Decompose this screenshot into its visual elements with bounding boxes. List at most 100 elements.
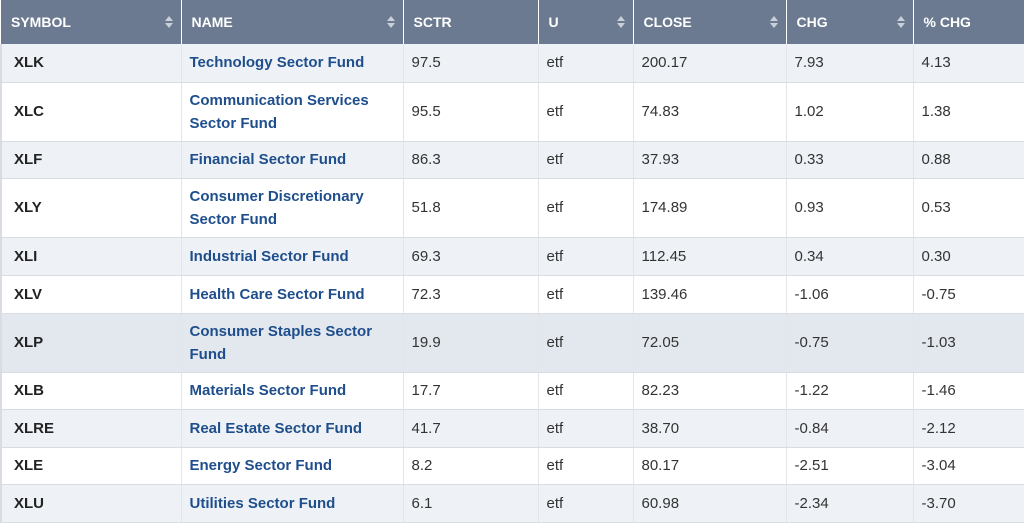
sort-icon[interactable]	[164, 16, 173, 28]
sctr-cell: 17.7	[403, 372, 539, 410]
u-cell: etf	[538, 275, 634, 314]
u-cell: etf	[538, 484, 634, 523]
close-cell: 112.45	[633, 237, 787, 276]
sort-icon[interactable]	[896, 16, 905, 28]
close-cell: 38.70	[633, 409, 787, 448]
u-cell: etf	[538, 178, 634, 238]
pct-chg-cell: 1.38	[913, 82, 1024, 142]
column-header-label: CHG	[796, 14, 828, 30]
close-cell: 82.23	[633, 372, 787, 410]
pct-chg-cell: -3.70	[913, 484, 1024, 523]
table-body: XLK Technology Sector Fund 97.5 etf 200.…	[0, 44, 1024, 523]
symbol-cell: XLRE	[0, 409, 182, 448]
table-row: XLK Technology Sector Fund 97.5 etf 200.…	[0, 44, 1024, 83]
column-header-pct-chg[interactable]: % CHG	[913, 0, 1024, 44]
chg-cell: 0.33	[786, 141, 914, 179]
sctr-cell: 6.1	[403, 484, 539, 523]
symbol-cell: XLC	[0, 82, 182, 142]
column-header-chg[interactable]: CHG	[786, 0, 914, 44]
close-cell: 72.05	[633, 313, 787, 373]
pct-chg-cell: -1.03	[913, 313, 1024, 373]
pct-chg-cell: -0.75	[913, 275, 1024, 314]
symbol-cell: XLE	[0, 447, 182, 485]
symbol-cell: XLF	[0, 141, 182, 179]
column-header-label: CLOSE	[643, 14, 692, 30]
close-cell: 74.83	[633, 82, 787, 142]
sort-icon[interactable]	[386, 16, 395, 28]
fund-name-link[interactable]: Energy Sector Fund	[181, 447, 404, 485]
table-row: XLE Energy Sector Fund 8.2 etf 80.17 -2.…	[0, 447, 1024, 485]
u-cell: etf	[538, 409, 634, 448]
chg-cell: -0.84	[786, 409, 914, 448]
u-cell: etf	[538, 44, 634, 83]
chg-cell: -0.75	[786, 313, 914, 373]
symbol-cell: XLY	[0, 178, 182, 238]
pct-chg-cell: 4.13	[913, 44, 1024, 83]
close-cell: 174.89	[633, 178, 787, 238]
column-header-label: NAME	[191, 14, 233, 30]
symbol-cell: XLK	[0, 44, 182, 83]
column-header-label: U	[548, 14, 559, 30]
sctr-cell: 8.2	[403, 447, 539, 485]
sctr-cell: 72.3	[403, 275, 539, 314]
chg-cell: 0.34	[786, 237, 914, 276]
column-header-close[interactable]: CLOSE	[633, 0, 787, 44]
sctr-cell: 19.9	[403, 313, 539, 373]
table-row: XLRE Real Estate Sector Fund 41.7 etf 38…	[0, 409, 1024, 448]
fund-name-link[interactable]: Materials Sector Fund	[181, 372, 404, 410]
table-row: XLU Utilities Sector Fund 6.1 etf 60.98 …	[0, 484, 1024, 523]
column-header-label: SYMBOL	[11, 14, 71, 30]
u-cell: etf	[538, 313, 634, 373]
fund-name-link[interactable]: Health Care Sector Fund	[181, 275, 404, 314]
fund-name-link[interactable]: Communication Services Sector Fund	[181, 82, 404, 142]
symbol-cell: XLB	[0, 372, 182, 410]
symbol-cell: XLU	[0, 484, 182, 523]
close-cell: 37.93	[633, 141, 787, 179]
symbol-cell: XLI	[0, 237, 182, 276]
fund-name-link[interactable]: Technology Sector Fund	[181, 44, 404, 83]
sctr-cell: 51.8	[403, 178, 539, 238]
column-header-label: SCTR	[413, 14, 452, 30]
pct-chg-cell: -3.04	[913, 447, 1024, 485]
fund-name-link[interactable]: Utilities Sector Fund	[181, 484, 404, 523]
sctr-cell: 95.5	[403, 82, 539, 142]
sctr-cell: 97.5	[403, 44, 539, 83]
pct-chg-cell: 0.53	[913, 178, 1024, 238]
sort-icon[interactable]	[616, 16, 625, 28]
table-row: XLC Communication Services Sector Fund 9…	[0, 82, 1024, 142]
sctr-cell: 86.3	[403, 141, 539, 179]
fund-name-link[interactable]: Industrial Sector Fund	[181, 237, 404, 276]
sctr-cell: 41.7	[403, 409, 539, 448]
column-header-name[interactable]: NAME	[181, 0, 404, 44]
fund-name-link[interactable]: Consumer Discretionary Sector Fund	[181, 178, 404, 238]
table-header: SYMBOL NAME SCTR U CLOSE CHG % CHG	[1, 0, 1024, 44]
table-row: XLY Consumer Discretionary Sector Fund 5…	[0, 178, 1024, 238]
u-cell: etf	[538, 82, 634, 142]
fund-name-link[interactable]: Real Estate Sector Fund	[181, 409, 404, 448]
u-cell: etf	[538, 447, 634, 485]
pct-chg-cell: -1.46	[913, 372, 1024, 410]
pct-chg-cell: -2.12	[913, 409, 1024, 448]
header-row: SYMBOL NAME SCTR U CLOSE CHG % CHG	[1, 0, 1024, 44]
symbol-cell: XLV	[0, 275, 182, 314]
fund-name-link[interactable]: Consumer Staples Sector Fund	[181, 313, 404, 373]
chg-cell: -2.34	[786, 484, 914, 523]
close-cell: 80.17	[633, 447, 787, 485]
close-cell: 139.46	[633, 275, 787, 314]
chg-cell: -1.22	[786, 372, 914, 410]
pct-chg-cell: 0.30	[913, 237, 1024, 276]
fund-name-link[interactable]: Financial Sector Fund	[181, 141, 404, 179]
column-header-symbol[interactable]: SYMBOL	[1, 0, 182, 44]
column-header-u[interactable]: U	[538, 0, 634, 44]
table-row: XLI Industrial Sector Fund 69.3 etf 112.…	[0, 237, 1024, 276]
u-cell: etf	[538, 141, 634, 179]
close-cell: 60.98	[633, 484, 787, 523]
column-header-sctr[interactable]: SCTR	[403, 0, 539, 44]
sctr-cell: 69.3	[403, 237, 539, 276]
column-header-label: % CHG	[923, 14, 971, 30]
chg-cell: 0.93	[786, 178, 914, 238]
sort-icon[interactable]	[769, 16, 778, 28]
chg-cell: 1.02	[786, 82, 914, 142]
chg-cell: 7.93	[786, 44, 914, 83]
